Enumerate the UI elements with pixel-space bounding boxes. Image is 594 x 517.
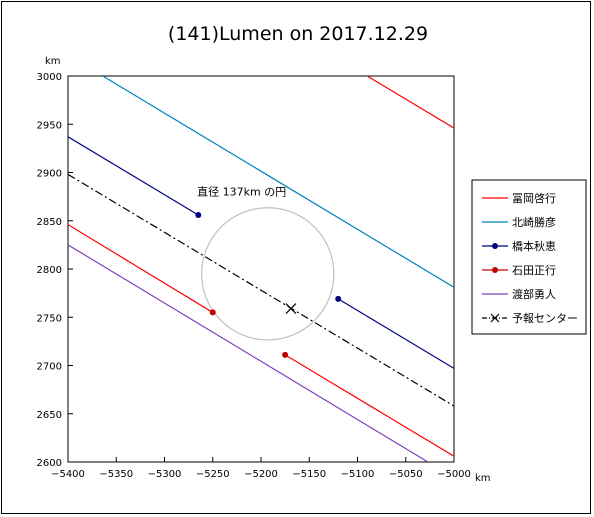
legend-5-label: 予報センター xyxy=(512,312,578,325)
series-3-point xyxy=(209,309,216,316)
x-tick-label: −5100 xyxy=(341,469,375,480)
x-tick-label: −5200 xyxy=(244,469,278,480)
legend-0-label: 冨岡啓行 xyxy=(512,191,556,205)
series-2-line xyxy=(337,298,454,369)
plot-border xyxy=(67,75,455,463)
plot-content xyxy=(68,76,454,462)
series-3-point xyxy=(282,351,289,358)
series-0-line xyxy=(68,224,214,313)
y-tick-label: 2650 xyxy=(37,410,62,421)
series-0-line xyxy=(284,354,454,457)
y-tick-label: 2850 xyxy=(37,217,62,228)
chart-title: (141)Lumen on 2017.12.29 xyxy=(168,23,428,45)
legend-box xyxy=(471,179,587,335)
circle-annotation: 直径 137km の円 xyxy=(197,185,286,199)
legend-5-swatch-marker xyxy=(490,313,500,323)
y-tick-label: 2900 xyxy=(37,169,62,180)
series-2-point xyxy=(195,211,202,218)
series-1-line xyxy=(102,76,454,288)
legend-3-label: 石田正行 xyxy=(512,264,556,277)
x-axis-unit: km xyxy=(475,473,491,484)
diameter-circle xyxy=(201,207,335,341)
series-4-line xyxy=(68,244,429,462)
y-tick-label: 2700 xyxy=(37,362,62,373)
series-0-line xyxy=(366,76,454,129)
x-tick-label: −5350 xyxy=(99,469,133,480)
y-tick-label: 2950 xyxy=(37,120,62,131)
plot-area: −5400 −5350 −5300 −5250 −5200 −5150 −5100 −5050… xyxy=(37,72,471,480)
legend-2-swatch-marker xyxy=(492,243,498,249)
series-5-point xyxy=(285,303,297,314)
legend-1-label: 北崎勝彦 xyxy=(512,215,556,229)
x-tick-label: −5050 xyxy=(389,469,423,480)
series-2-point xyxy=(335,295,342,302)
x-tick-label: −5400 xyxy=(51,469,85,480)
y-tick-label: 2800 xyxy=(37,265,62,276)
series-5-point-stroke xyxy=(285,303,297,314)
y-axis-unit: km xyxy=(45,56,61,67)
series-2-line xyxy=(68,136,199,216)
y-tick-label: 3000 xyxy=(37,72,62,83)
legend-4-label: 渡部勇人 xyxy=(512,287,556,301)
legend-2-label: 橋本秋恵 xyxy=(512,239,556,253)
x-tick-label: −5250 xyxy=(196,469,230,480)
x-tick-label: −5300 xyxy=(148,469,182,480)
y-tick-label: 2600 xyxy=(37,458,62,469)
y-tick-label: 2750 xyxy=(37,313,62,324)
x-tick-label: −5150 xyxy=(292,469,326,480)
legend-3-swatch-marker xyxy=(492,267,498,273)
x-tick-label: −5000 xyxy=(437,469,471,480)
series-5-line xyxy=(68,173,454,407)
